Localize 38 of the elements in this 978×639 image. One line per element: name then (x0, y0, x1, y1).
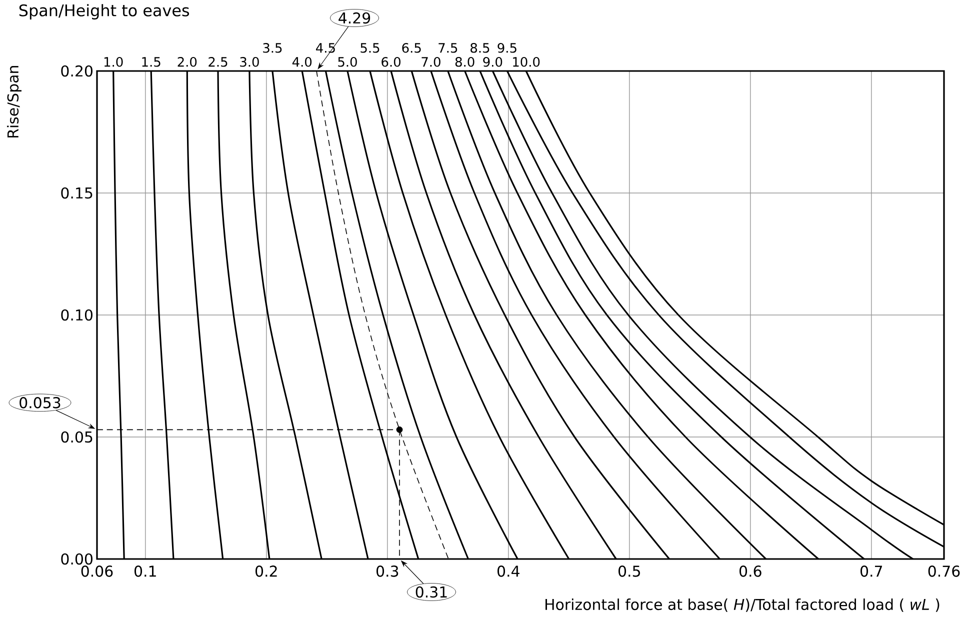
x-tick-label: 0.06 (81, 566, 113, 577)
series-label: 9.0 (483, 57, 502, 67)
series-label: 7.0 (422, 57, 440, 67)
annotation: 4.29 (338, 12, 370, 24)
series-label: 3.0 (240, 57, 259, 67)
x-axis-title: Horizontal force at base( H)/Total factored load ( wL ) (546, 598, 940, 612)
x-tick-label: 0.6 (740, 566, 762, 577)
series-label: 2.0 (178, 57, 197, 67)
series-label: 6.5 (402, 43, 421, 53)
series-label: 5.5 (360, 43, 380, 53)
annotation: 0.31 (416, 586, 447, 598)
x-tick-label: 0.2 (256, 566, 277, 577)
legend-label: 5.0 (338, 57, 357, 67)
x-tick-label: 0.1 (134, 566, 156, 577)
series-label: 10.0 (513, 57, 540, 67)
series-label: 9.5 (498, 43, 516, 53)
x-tick-label: 0.3 (376, 566, 398, 577)
x-tick-label: 0.4 (498, 566, 520, 577)
x-tick-label: 0.5 (618, 566, 640, 577)
y-tick-label: 0.05 (61, 431, 92, 443)
series-label: 2.5 (208, 57, 228, 67)
y-axis-title: Rise/Span (7, 66, 22, 138)
y-tick-label: 0.15 (61, 187, 92, 199)
series-label: 3.5 (263, 43, 282, 53)
series-label: 8.0 (455, 57, 474, 67)
series-label: 1.0 (104, 57, 123, 67)
y-tick-label: 0.00 (61, 553, 92, 565)
series-label: 6.0 (382, 57, 400, 67)
x-tick-label: 0.7 (860, 566, 882, 577)
series-label: 4.0 (292, 57, 312, 67)
series-label: 1.5 (142, 57, 160, 67)
annotation: 0.053 (20, 397, 60, 408)
chart-title: Span/Height to eaves (19, 4, 190, 20)
x-tick-label: 0.76 (928, 566, 960, 577)
series-label: 7.5 (438, 43, 458, 53)
y-tick-label: 0.20 (61, 65, 92, 77)
y-tick-label: 0.10 (61, 309, 92, 321)
series-label: 8.5 (470, 43, 490, 53)
